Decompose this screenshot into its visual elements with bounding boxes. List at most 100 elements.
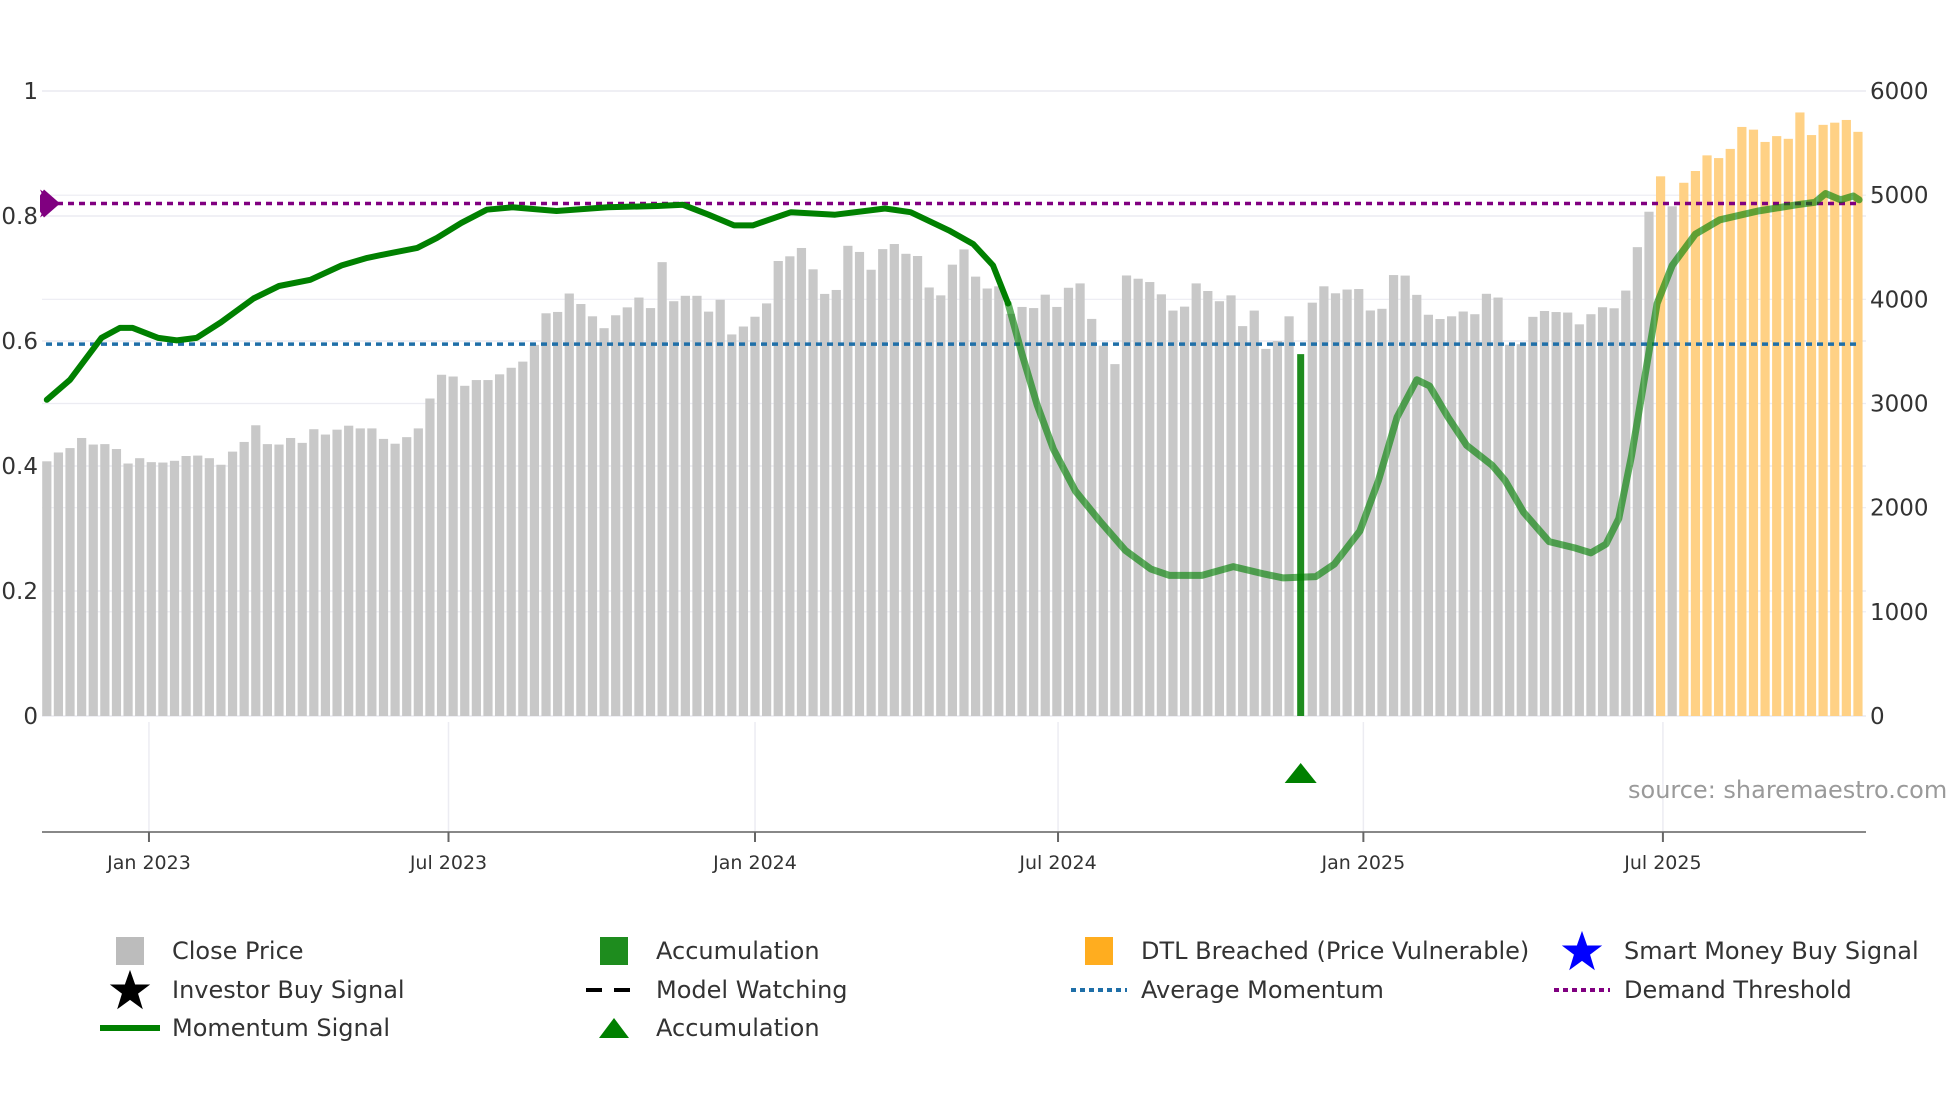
close-price-bar: [216, 464, 226, 716]
close-price-bar: [1330, 293, 1341, 716]
close-price-bar: [367, 428, 377, 716]
close-price-bar: [808, 269, 818, 716]
close-price-bar: [402, 437, 412, 716]
close-price-bar: [1597, 307, 1608, 716]
close-price-bar: [158, 462, 168, 716]
close-price-bar: [1400, 275, 1410, 716]
close-price-bar: [1388, 275, 1399, 716]
close-price-bar: [727, 334, 737, 716]
dtl-breached-bar: [1818, 124, 1828, 716]
close-price-bar: [1145, 282, 1155, 716]
close-price-bar: [878, 249, 888, 716]
close-price-bar: [181, 456, 191, 716]
x-tick-label: Jul 2025: [1623, 852, 1701, 874]
close-price-bar: [657, 262, 667, 716]
close-price-bar: [1423, 314, 1433, 716]
right-axis-label: 1000: [1870, 600, 1929, 626]
close-price-bar: [1493, 297, 1503, 716]
close-price-bar: [262, 444, 272, 716]
close-price-bar: [297, 442, 307, 716]
close-price-bar: [1644, 211, 1654, 716]
gray-square-icon: [100, 934, 160, 968]
close-price-bar: [866, 269, 876, 716]
green-line-icon: [100, 1011, 160, 1045]
x-tick-label: Jul 2024: [1018, 852, 1096, 874]
left-axis-label: 1: [23, 79, 38, 105]
close-price-bar: [1609, 308, 1619, 716]
dtl-breached-bar: [1655, 176, 1666, 716]
close-price-bar: [65, 448, 75, 716]
close-price-bar: [889, 244, 899, 717]
close-price-bar: [831, 289, 841, 716]
close-price-bar: [1238, 326, 1248, 716]
dtl-breached-bar: [1714, 158, 1724, 717]
chart: Jan 2023 Jul 2023 Jan 2024 Jul 2024 Jan 2025…: [1, 79, 1929, 874]
close-price-bar: [1179, 306, 1190, 716]
dtl-breached-bar: [1690, 171, 1701, 716]
close-price-bar: [448, 376, 458, 716]
close-price-bar: [947, 264, 957, 716]
close-price-bar: [77, 437, 87, 716]
close-price-bar: [227, 451, 238, 716]
close-price-bar: [204, 458, 214, 716]
close-price-bar: [1040, 294, 1050, 716]
dtl-breached-bar: [1853, 131, 1863, 717]
close-price-bar: [1574, 324, 1584, 716]
close-price-bar: [518, 361, 528, 716]
close-price-bar: [1214, 301, 1225, 716]
x-tick-label: Jan 2025: [1321, 852, 1406, 874]
x-tick-label: Jan 2024: [712, 852, 797, 874]
close-price-bar: [320, 434, 331, 716]
close-price-bar: [1272, 341, 1283, 716]
close-price-bar: [1098, 345, 1108, 716]
close-price-bar: [553, 311, 563, 716]
close-price-bar: [471, 380, 481, 716]
close-price-bar: [1319, 286, 1329, 716]
right-axis-label: 3000: [1870, 392, 1929, 418]
close-price-bar: [1377, 308, 1387, 716]
close-price-bar: [111, 449, 122, 716]
close-price-bar: [123, 463, 133, 716]
right-axis-label: 5000: [1870, 183, 1929, 209]
dtl-breached-bar: [1725, 148, 1735, 716]
close-price-bar: [42, 461, 52, 716]
dtl-breached-bar: [1760, 141, 1770, 716]
close-price-bar: [1470, 314, 1480, 716]
close-price-bar: [413, 428, 423, 716]
close-price-bar: [1481, 293, 1492, 716]
blue-star-icon: [1552, 930, 1612, 971]
dtl-breached-bar: [1702, 155, 1712, 716]
close-price-bar: [762, 303, 772, 716]
close-price-bar: [1191, 283, 1201, 716]
close-price-bar: [1133, 278, 1143, 716]
close-price-bar: [1156, 294, 1166, 716]
close-price-bar: [1516, 344, 1526, 716]
close-price-bar: [169, 460, 180, 716]
close-price-bar: [1365, 310, 1375, 716]
close-price-bar: [912, 256, 923, 716]
close-price-bar: [1539, 311, 1550, 716]
demand-threshold-marker: [40, 189, 60, 218]
close-price-bar: [692, 295, 702, 716]
close-price-bar: [251, 425, 261, 716]
close-price-bar: [1354, 289, 1364, 716]
close-price-bar: [936, 295, 946, 716]
close-price-bar: [541, 313, 551, 716]
close-price-bar: [1563, 312, 1573, 716]
dtl-breached-bar: [1830, 122, 1840, 716]
close-price-bar: [750, 316, 760, 716]
close-price-bar: [88, 444, 98, 716]
close-price-bar: [378, 438, 389, 716]
close-price-bar: [1249, 310, 1259, 716]
close-price-bar: [274, 444, 284, 716]
close-price-bar: [982, 288, 992, 716]
close-price-bar: [1342, 289, 1352, 716]
close-price-bar: [1203, 291, 1213, 716]
close-price-bar: [820, 293, 830, 716]
close-price-bar: [564, 293, 574, 716]
close-price-bar: [1063, 287, 1074, 716]
dtl-breached-bar: [1783, 138, 1793, 716]
black-star-icon: [100, 969, 160, 1010]
close-price-bar: [1087, 318, 1097, 716]
dashed-line-icon: [584, 973, 644, 1007]
